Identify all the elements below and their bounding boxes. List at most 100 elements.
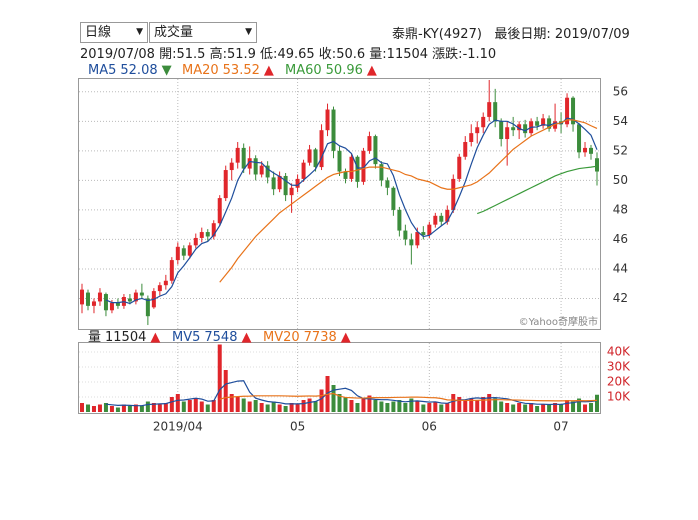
candle-body [307, 149, 312, 163]
volume-bar [133, 404, 138, 412]
candle-body [91, 301, 96, 306]
watermark: ©Yahoo奇摩股市 [519, 315, 598, 328]
caret: ▼ [245, 27, 252, 37]
legend-arrow: ▲ [367, 63, 377, 78]
quote-label: 漲跌: [432, 47, 463, 62]
volume-bar [571, 401, 576, 412]
candle-body [157, 285, 162, 292]
period-select[interactable]: 日線 ▼ [80, 22, 148, 43]
volume-bar [403, 403, 408, 412]
volume-bar [565, 400, 570, 412]
volume-bar [427, 403, 432, 412]
candle-body [259, 165, 264, 175]
candle-body [553, 121, 558, 129]
volume-bar [535, 406, 540, 412]
y-tick-label: 20K [607, 375, 631, 389]
candle-body [379, 164, 384, 181]
quote-label: 開: [159, 47, 177, 62]
volume-bar [439, 404, 444, 412]
indicator-select[interactable]: 成交量 ▼ [149, 22, 257, 43]
volume-bar [205, 404, 210, 412]
volume-bar [475, 400, 480, 412]
volume-bar [343, 397, 348, 412]
candle-body [241, 147, 246, 169]
candle-body [319, 130, 324, 168]
candle-body [517, 124, 522, 131]
period-text: 日線 [85, 25, 112, 40]
volume-bar [445, 403, 450, 412]
candle-body [235, 147, 240, 163]
candle-body [535, 121, 540, 126]
volume-bar [223, 370, 228, 412]
candle-body [223, 170, 228, 199]
y-tick-label: 52 [613, 143, 628, 157]
volume-bar [91, 406, 96, 412]
volume-bar [397, 400, 402, 412]
candle-body [109, 302, 114, 311]
legend-arrow: ▲ [241, 330, 251, 345]
volume-bar [103, 403, 108, 412]
legend-name: MV20 [263, 330, 300, 345]
volume-bar [145, 401, 150, 412]
candle-body [169, 260, 174, 281]
quote-row: 2019/07/08 開:51.5 高:51.9 低:49.65 收:50.6 … [80, 43, 496, 62]
y-tick-label: 48 [613, 202, 628, 216]
volume-bar [313, 401, 318, 412]
volume-bar [577, 398, 582, 412]
candle-body [343, 171, 348, 179]
candle-body [523, 124, 528, 134]
volume-bar [385, 403, 390, 412]
legend-value: 50.96 [326, 63, 363, 78]
volume-frame [78, 342, 601, 414]
volume-bar [337, 394, 342, 412]
volume-bar [373, 400, 378, 412]
y-tick-label: 42 [613, 291, 628, 305]
legend-name: MA20 [182, 63, 219, 78]
volume-bar [499, 401, 504, 412]
volume-bar [217, 344, 222, 412]
title-row: 泰鼎-KY(4927) 最後日期: 2019/07/09 [392, 23, 630, 42]
candle-body [175, 246, 180, 261]
volume-bar [115, 407, 120, 412]
volume-bar [175, 394, 180, 412]
volume-bar [139, 406, 144, 412]
candle-body [103, 294, 108, 311]
candle-body [247, 158, 252, 169]
volume-bar [235, 397, 240, 412]
volume-bar [253, 400, 258, 412]
volume-bar [391, 401, 396, 412]
candle-body [463, 142, 468, 157]
volume-bar [547, 404, 552, 412]
candle-body [475, 127, 480, 134]
candle-body [415, 232, 420, 246]
y-tick-label: 56 [613, 84, 628, 98]
candle-body [187, 245, 192, 256]
volume-bar [307, 398, 312, 412]
candle-body [367, 136, 372, 151]
x-tick-label: 05 [290, 420, 305, 434]
volume-bar [583, 404, 588, 412]
quote-value: 49.65 [277, 47, 315, 62]
candle-body [145, 298, 150, 317]
ma-line [219, 392, 598, 402]
candle-body [571, 97, 576, 125]
candle-body [589, 147, 594, 154]
volume-bar [469, 398, 474, 412]
candle-body [451, 178, 456, 210]
volume-bar [559, 404, 564, 412]
legend-value: 7738 [304, 330, 337, 345]
candle-body [427, 224, 432, 235]
candle-body [325, 109, 330, 131]
volume-bar [415, 401, 420, 412]
candle-body [505, 127, 510, 140]
legend-entry: MV5 7548 ▲ [172, 330, 251, 345]
x-tick-label: 06 [422, 420, 437, 434]
candle-body [577, 124, 582, 153]
volume-bar [109, 406, 114, 412]
legend-entry: MA20 53.52 ▲ [182, 63, 274, 78]
candle-body [289, 187, 294, 196]
candle-body [193, 237, 198, 246]
volume-bar [229, 394, 234, 412]
legend-entry: MV20 7738 ▲ [263, 330, 351, 345]
